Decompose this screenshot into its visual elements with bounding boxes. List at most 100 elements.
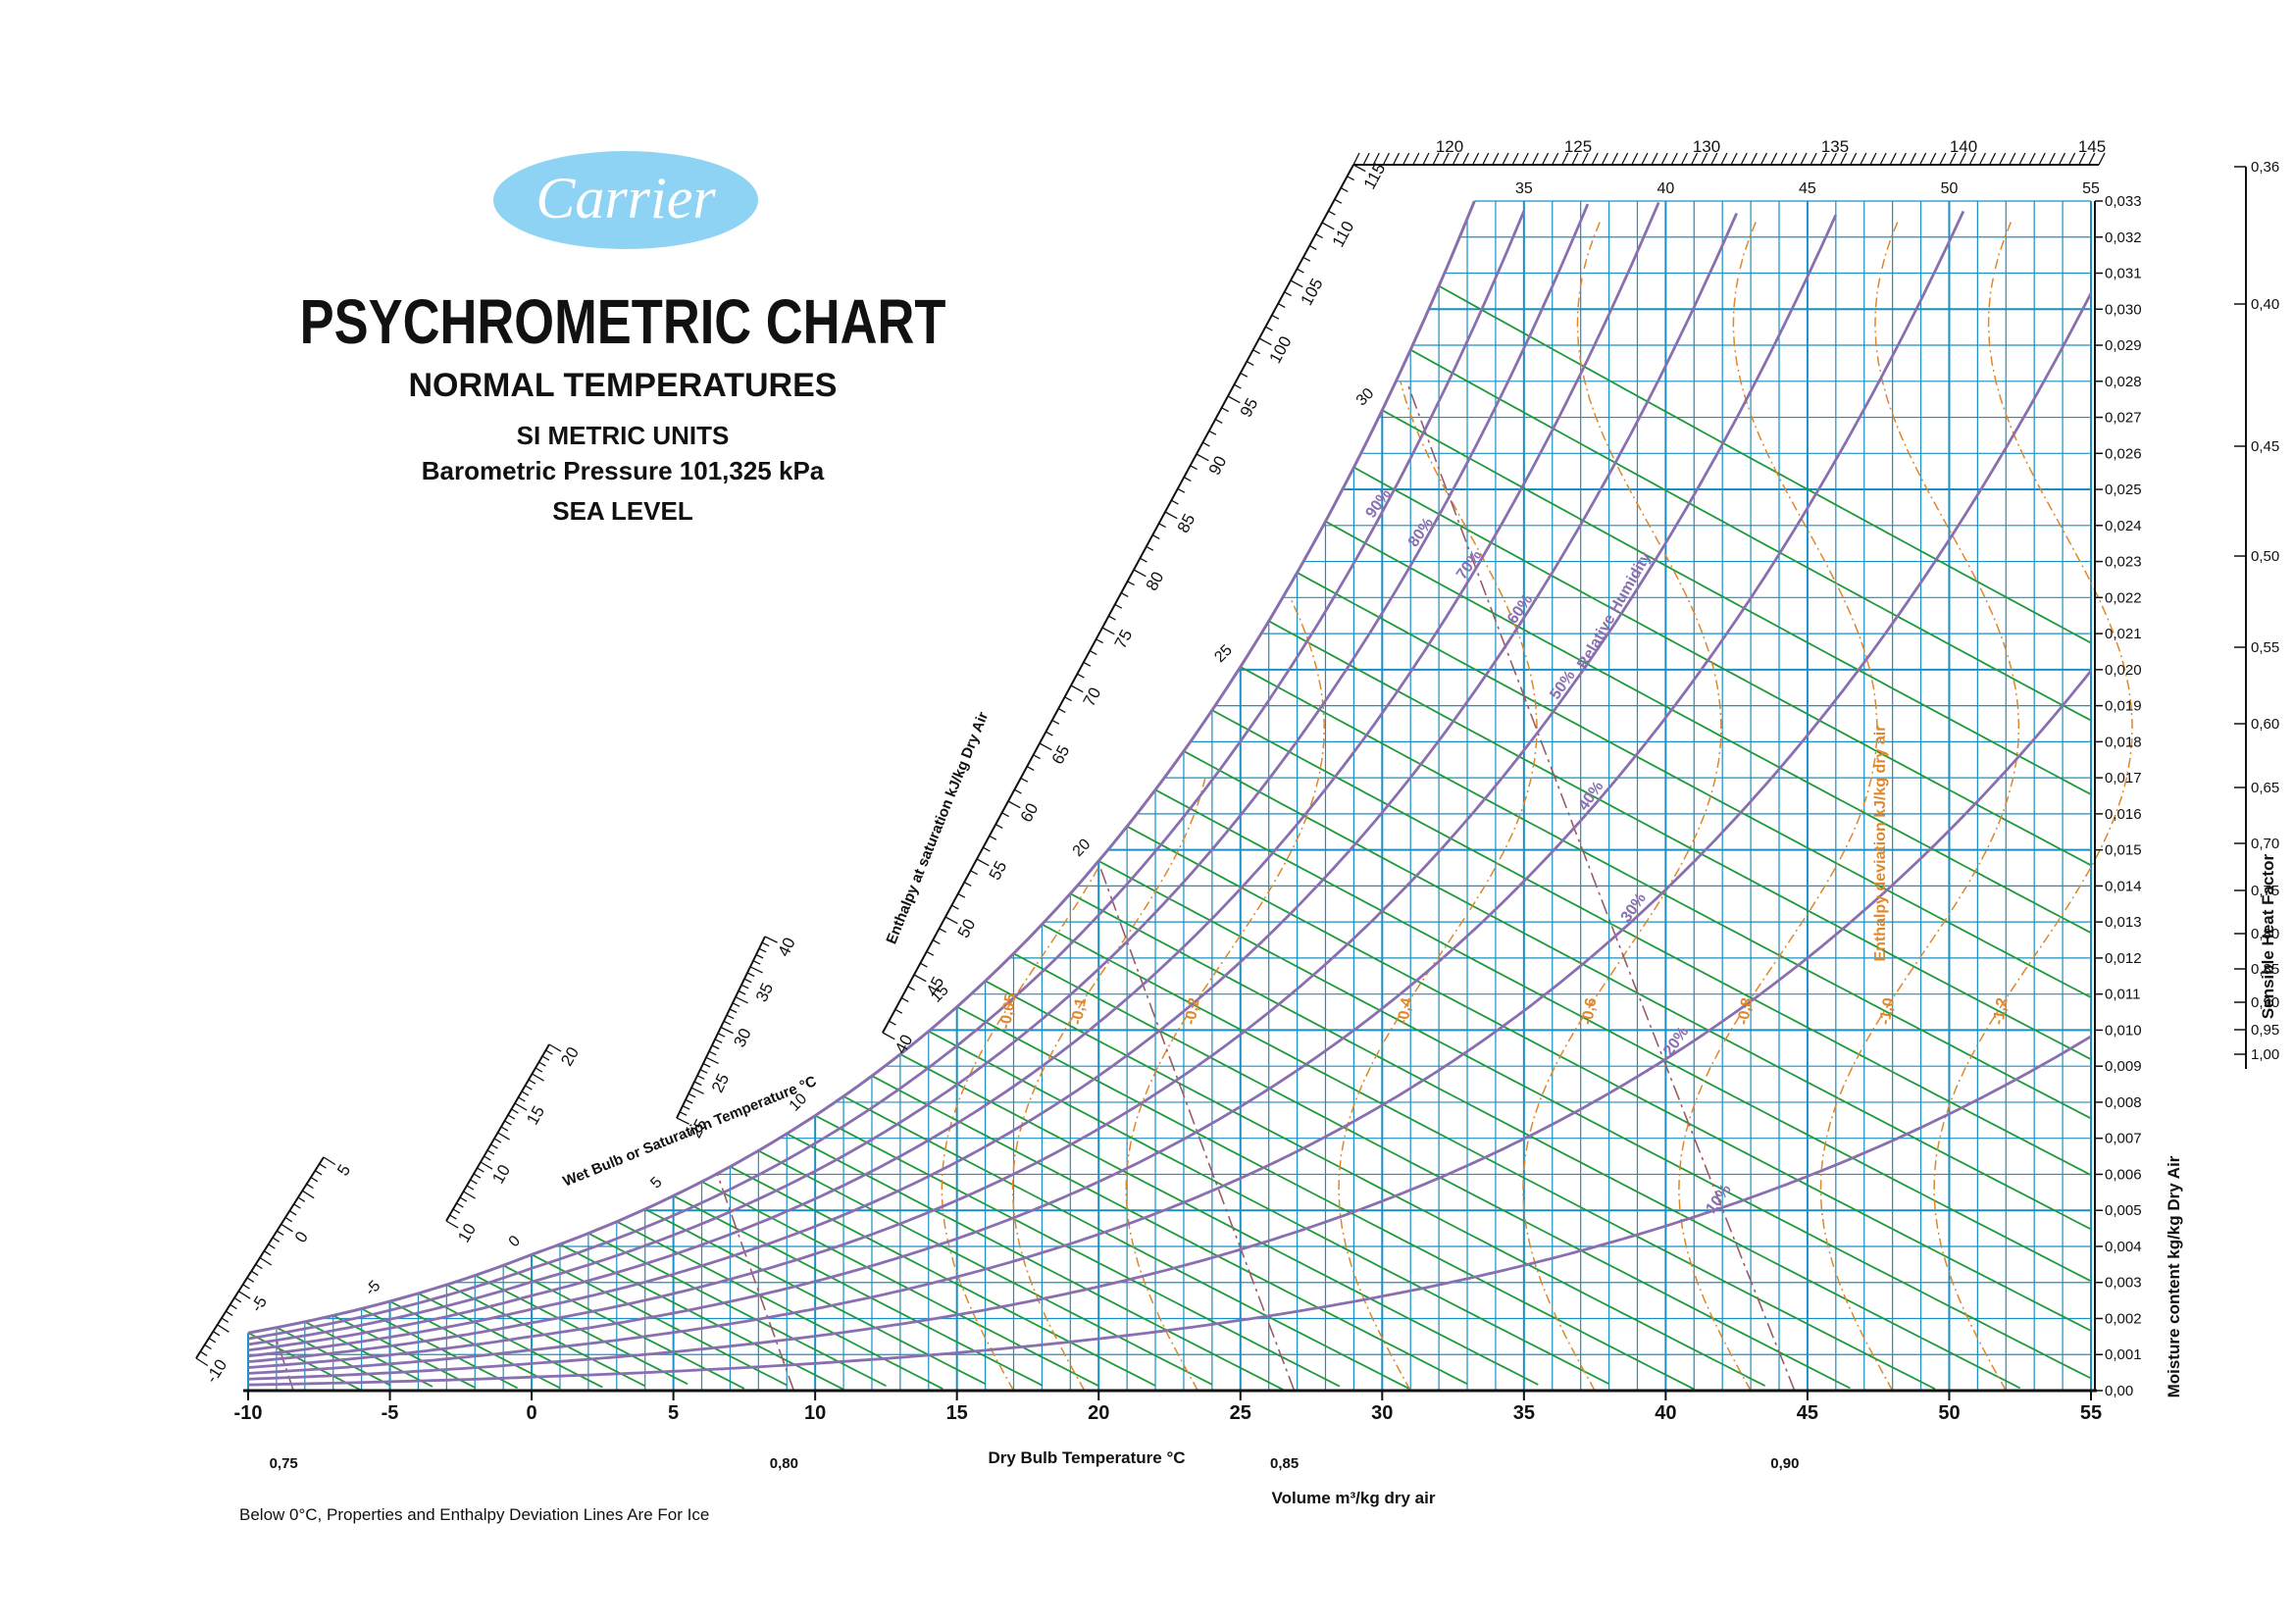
enthalpy-scale-b-tick — [452, 1208, 461, 1214]
enthalpy-main-scale-tick — [900, 997, 909, 1002]
rh-curve — [247, 210, 1526, 1341]
top-db-tick-label: 35 — [1515, 180, 1533, 197]
enthalpy-main-scale-label: 80 — [1143, 569, 1168, 594]
enthalpy-top-tick — [1422, 152, 1430, 166]
enthalpy-top-tick — [1710, 152, 1718, 166]
wet-bulb-line — [1325, 520, 2092, 934]
enthalpy-main-scale-tick — [1020, 777, 1029, 783]
saturation-curve — [247, 200, 1476, 1335]
enthalpy-top-tick — [2009, 152, 2016, 166]
y-tick-label: 0,033 — [2105, 193, 2142, 210]
enthalpy-scale-c-tick — [696, 1075, 705, 1080]
wet-bulb-line — [814, 1114, 1341, 1388]
enthalpy-main-scale-tick — [1202, 441, 1210, 447]
enthalpy-main-scale-tick — [1315, 233, 1323, 239]
chart-subtitle: NORMAL TEMPERATURES — [409, 367, 838, 404]
enthalpy-scale-c-tick — [702, 1062, 711, 1068]
enthalpy-scale-c-tick — [729, 1008, 738, 1014]
y-tick-label: 0,017 — [2105, 770, 2142, 787]
wet-bulb-line — [1381, 409, 2092, 795]
enthalpy-scale-c-tick — [685, 1098, 693, 1104]
enthalpy-scale-b-tick — [500, 1126, 509, 1132]
shf-tick-label: 0,85 — [2251, 961, 2279, 978]
enthalpy-main-scale-tick — [913, 974, 927, 983]
y-tick-label: 0,001 — [2105, 1346, 2142, 1363]
enthalpy-main-scale-tick — [1271, 314, 1280, 320]
shf-tick-label: 0,95 — [2251, 1022, 2279, 1039]
rh-curve — [247, 203, 1590, 1346]
shf-tick-label: 0,50 — [2251, 548, 2279, 565]
enthalpy-scale-c-tick — [705, 1056, 719, 1065]
wet-bulb-line — [673, 1194, 1043, 1387]
top-db-tick-label: 55 — [2082, 180, 2100, 197]
enthalpy-top-tick — [1790, 152, 1798, 166]
wet-bulb-line — [956, 1005, 1695, 1391]
enthalpy-main-scale-tick — [1347, 176, 1354, 181]
enthalpy-main-scale-label: 110 — [1329, 218, 1358, 250]
x-tick-label: 20 — [1088, 1402, 1109, 1424]
enthalpy-dev-title: Enthalpy deviation kJ/kg dry air — [1872, 726, 1889, 962]
wet-bulb-label: -5 — [362, 1278, 383, 1299]
wet-bulb-line — [531, 1253, 788, 1387]
enthalpy-top-tick — [1720, 152, 1728, 166]
enthalpy-main-scale-tick — [1140, 557, 1147, 563]
y-tick-label: 0,023 — [2105, 554, 2142, 571]
enthalpy-main-scale-tick — [920, 962, 928, 968]
enthalpy-scale-c-tick — [717, 1033, 726, 1038]
shf-tick-label: 0,80 — [2251, 926, 2279, 942]
enthalpy-main-scale-tick — [944, 916, 958, 925]
shf-tick-label: 0,40 — [2251, 296, 2279, 313]
carrier-logo-text: Carrier — [535, 166, 716, 230]
enthalpy-main-scale-tick — [1227, 395, 1241, 404]
enthalpy-top-tick — [1869, 152, 1877, 166]
enthalpy-deviation-line — [1819, 219, 2020, 1392]
y-tick-label: 0,031 — [2105, 266, 2142, 282]
enthalpy-main-scale-tick — [976, 858, 990, 867]
enthalpy-main-scale-tick — [989, 835, 997, 840]
enthalpy-main-scale-tick — [1014, 788, 1022, 794]
wet-bulb-line — [1240, 666, 2092, 1120]
enthalpy-scale-b-tick — [507, 1114, 516, 1120]
y-tick-label: 0,016 — [2105, 806, 2142, 823]
enthalpy-top-tick — [1879, 152, 1887, 166]
enthalpy-top-tick — [2078, 152, 2086, 166]
rh-title: Relative Humidity — [1574, 549, 1655, 672]
enthalpy-main-scale-tick — [882, 1032, 895, 1040]
enthalpy-scale-c-tick — [723, 1020, 732, 1026]
enthalpy-main-scale-tick — [1196, 453, 1209, 462]
enthalpy-top-label: 125 — [1564, 137, 1592, 156]
enthalpy-main-scale-bar — [882, 164, 1354, 1034]
enthalpy-scale-b-tick — [484, 1155, 491, 1161]
enthalpy-scale-a-tick — [212, 1331, 221, 1337]
enthalpy-scale-a-tick — [323, 1156, 336, 1166]
enthalpy-top-tick — [1810, 152, 1817, 166]
x-tick-label: 15 — [946, 1402, 968, 1424]
enthalpy-deviation-lines — [941, 219, 2133, 1392]
enthalpy-top-tick — [1601, 152, 1608, 166]
enthalpy-scale-a-tick — [233, 1296, 242, 1303]
enthalpy-scale-b-tick — [535, 1067, 543, 1073]
enthalpy-main-scale-tick — [1158, 523, 1166, 529]
enthalpy-top-tick — [2058, 152, 2066, 166]
enthalpy-scale-c-tick — [676, 1117, 689, 1125]
top-db-tick-label: 50 — [1941, 180, 1959, 197]
enthalpy-scale-c-tick — [688, 1092, 696, 1098]
enthalpy-scale-a-tick — [195, 1357, 209, 1367]
enthalpy-deviation-label: -0,4 — [1395, 996, 1416, 1026]
y-tick-label: 0,009 — [2105, 1058, 2142, 1075]
chart-units: SI METRIC UNITS — [517, 421, 730, 450]
enthalpy-main-scale-tick — [1070, 685, 1084, 693]
enthalpy-deviation-label: -0,6 — [1579, 996, 1601, 1026]
shf-tick-label: 0,45 — [2251, 438, 2279, 455]
x-tick-label: 40 — [1655, 1402, 1676, 1424]
x-tick-label: 45 — [1797, 1402, 1818, 1424]
enthalpy-scale-b-tick — [497, 1132, 510, 1141]
enthalpy-top-tick — [1780, 152, 1788, 166]
enthalpy-scale-c-tick — [740, 984, 749, 990]
enthalpy-scale-a-tick — [284, 1216, 293, 1223]
enthalpy-scale-b-tick — [548, 1043, 562, 1052]
wet-bulb-line — [729, 1165, 1156, 1387]
enthalpy-main-scale-tick — [1077, 673, 1085, 679]
enthalpy-scale-a-tick — [280, 1223, 293, 1233]
enthalpy-scale-c-tick — [720, 1026, 734, 1035]
